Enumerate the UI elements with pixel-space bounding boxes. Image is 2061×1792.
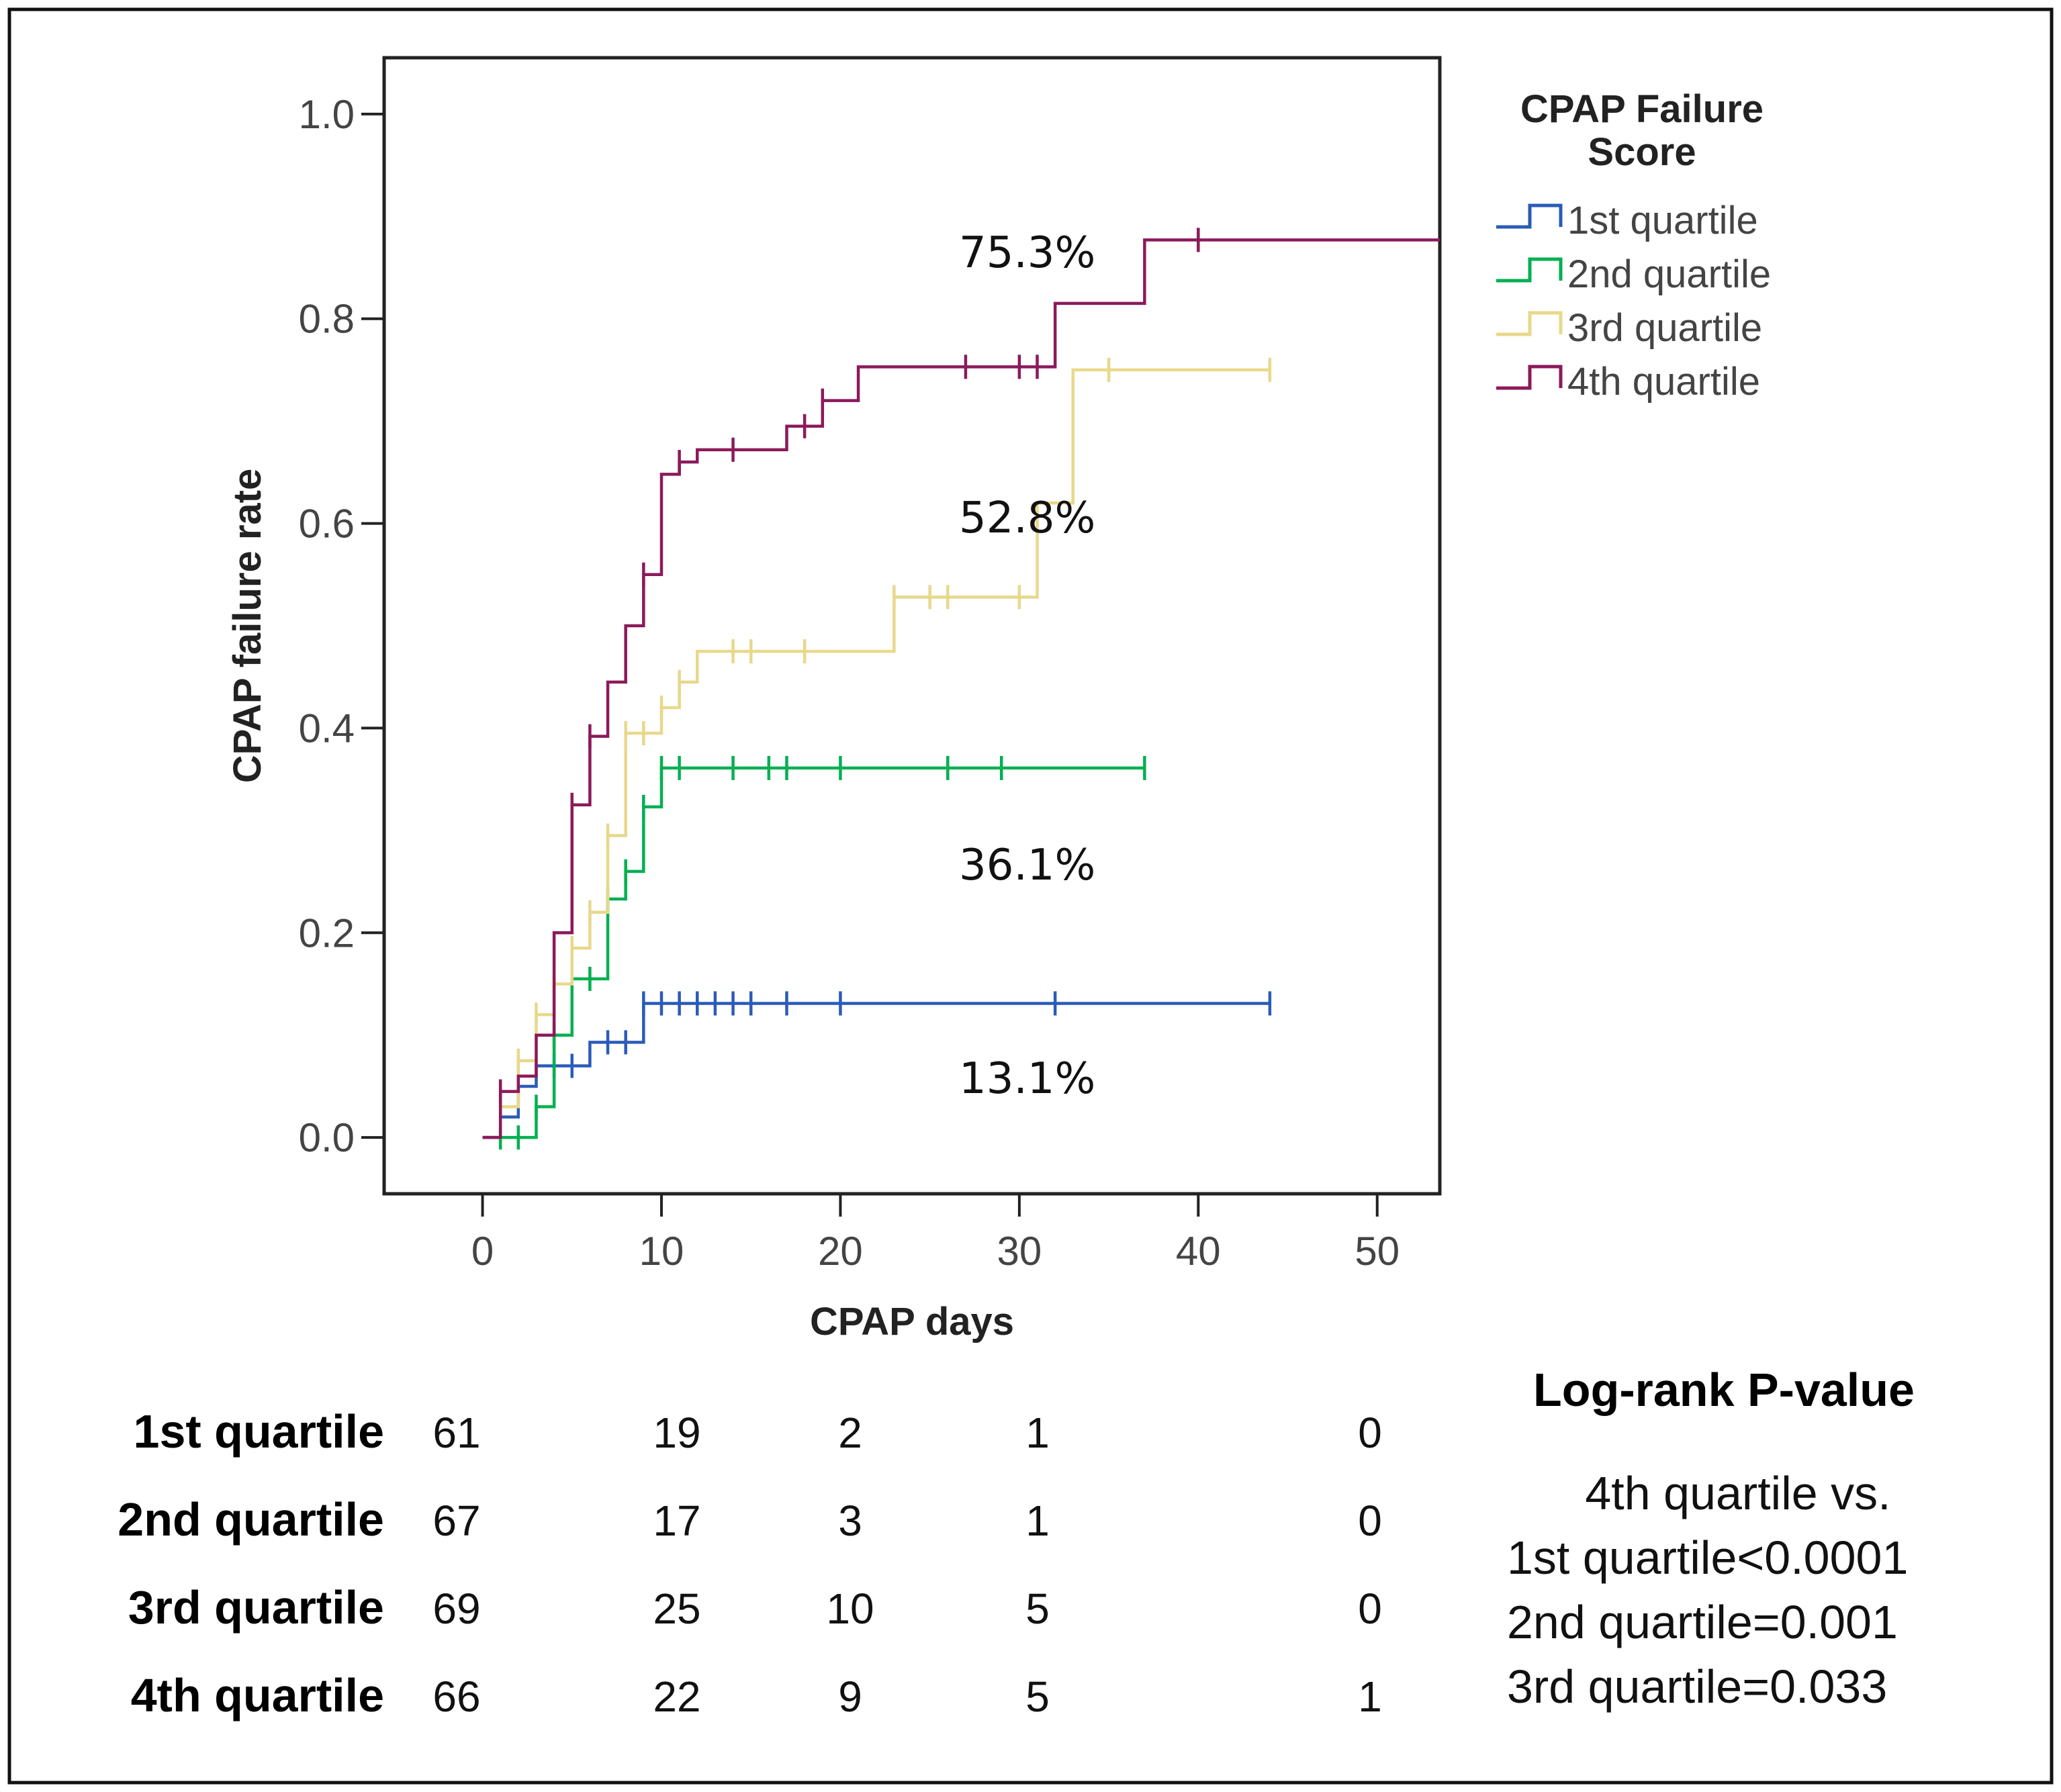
- risk-cell: 17: [653, 1497, 700, 1545]
- log-rank-panel: Log-rank P-value 4th quartile vs. 1st qu…: [1507, 1364, 1915, 1713]
- risk-cell: 19: [653, 1409, 700, 1457]
- risk-cell: 5: [1025, 1585, 1050, 1633]
- x-tick-label: 20: [818, 1229, 863, 1274]
- risk-cell: 2: [838, 1409, 862, 1457]
- x-tick-label: 50: [1355, 1229, 1400, 1274]
- legend-label: 4th quartile: [1567, 360, 1760, 404]
- risk-cell: 66: [432, 1672, 480, 1721]
- risk-cell: 5: [1025, 1672, 1050, 1721]
- series-1: [482, 991, 1272, 1139]
- log-rank-line-3: 2nd quartile=0.001: [1507, 1596, 1898, 1648]
- annotation-4th-quartile: 75.3%: [959, 228, 1095, 278]
- risk-row-label: 3rd quartile: [128, 1581, 384, 1634]
- risk-row: 4th quartile 66 22 9 5 1: [131, 1669, 1382, 1722]
- legend-label: 1st quartile: [1567, 199, 1758, 242]
- risk-cell: 67: [432, 1497, 480, 1545]
- series-line: [482, 238, 1440, 1139]
- annotation-2nd-quartile: 36.1%: [959, 841, 1095, 890]
- y-tick-label: 0.6: [299, 502, 355, 547]
- axis-ticks: [361, 112, 1379, 1217]
- series-layer: [482, 228, 1440, 1150]
- series-3: [482, 357, 1272, 1139]
- y-tick-label: 0.0: [299, 1115, 355, 1160]
- x-tick-label: 30: [997, 1229, 1042, 1274]
- series-line: [482, 1002, 1270, 1139]
- risk-cell: 22: [653, 1672, 700, 1721]
- risk-row-label: 2nd quartile: [118, 1493, 384, 1546]
- x-tick-labels: 0 10 20 30 40 50: [471, 1229, 1400, 1274]
- risk-row: 3rd quartile 69 25 10 5 0: [128, 1581, 1382, 1634]
- x-tick-label: 40: [1176, 1229, 1221, 1274]
- plot-frame: [382, 56, 1442, 1196]
- legend-item: 4th quartile: [1496, 360, 1760, 404]
- log-rank-line-1: 4th quartile vs.: [1585, 1467, 1890, 1519]
- risk-cell: 0: [1358, 1497, 1382, 1545]
- risk-cell: 10: [826, 1585, 874, 1633]
- risk-row-label: 4th quartile: [131, 1669, 384, 1722]
- series-4: [482, 228, 1440, 1139]
- y-tick-label: 0.8: [299, 297, 355, 342]
- legend-label: 3rd quartile: [1567, 306, 1762, 350]
- risk-cell: 9: [838, 1672, 862, 1721]
- risk-cell: 25: [653, 1585, 700, 1633]
- legend: CPAP Failure Score 1st quartile 2nd quart…: [1496, 87, 1771, 404]
- legend-swatch: [1496, 365, 1563, 390]
- log-rank-line-2: 1st quartile<0.0001: [1507, 1531, 1908, 1584]
- legend-item: 3rd quartile: [1496, 306, 1762, 350]
- risk-row-label: 1st quartile: [134, 1405, 384, 1458]
- y-tick-label: 0.2: [299, 910, 355, 955]
- annotation-3rd-quartile: 52.8%: [959, 493, 1095, 543]
- legend-swatch: [1496, 257, 1563, 283]
- risk-cell: 61: [432, 1409, 480, 1457]
- x-axis-title: CPAP days: [810, 1300, 1014, 1343]
- legend-title-line2: Score: [1588, 130, 1696, 174]
- risk-cell: 1: [1358, 1672, 1382, 1721]
- x-tick-label: 10: [639, 1229, 684, 1274]
- risk-cell: 1: [1025, 1497, 1050, 1545]
- risk-cell: 1: [1025, 1409, 1050, 1457]
- legend-item: 1st quartile: [1496, 199, 1758, 242]
- risk-cell: 0: [1358, 1409, 1382, 1457]
- y-tick-labels: 0.0 0.2 0.4 0.6 0.8 1.0: [299, 92, 355, 1160]
- legend-title-line1: CPAP Failure: [1520, 87, 1764, 131]
- legend-items: 1st quartile 2nd quartile 3rd quartile 4th …: [1496, 199, 1771, 404]
- legend-swatch: [1496, 311, 1563, 336]
- risk-cell: 3: [838, 1497, 862, 1545]
- y-axis-title: CPAP failure rate: [226, 469, 269, 783]
- risk-row: 2nd quartile 67 17 3 1 0: [118, 1493, 1382, 1546]
- legend-swatch: [1496, 203, 1563, 229]
- log-rank-line-4: 3rd quartile=0.033: [1507, 1660, 1887, 1713]
- risk-cell: 0: [1358, 1585, 1382, 1633]
- log-rank-title: Log-rank P-value: [1533, 1364, 1915, 1416]
- annotation-1st-quartile: 13.1%: [959, 1054, 1095, 1104]
- y-tick-label: 1.0: [299, 92, 355, 137]
- figure-border: [7, 7, 2054, 1785]
- x-tick-label: 0: [471, 1229, 494, 1274]
- legend-label: 2nd quartile: [1567, 252, 1771, 296]
- risk-row: 1st quartile 61 19 2 1 0: [134, 1405, 1382, 1458]
- risk-cell: 69: [432, 1585, 480, 1633]
- y-tick-label: 0.4: [299, 706, 355, 751]
- legend-item: 2nd quartile: [1496, 252, 1771, 296]
- series-line: [482, 368, 1270, 1139]
